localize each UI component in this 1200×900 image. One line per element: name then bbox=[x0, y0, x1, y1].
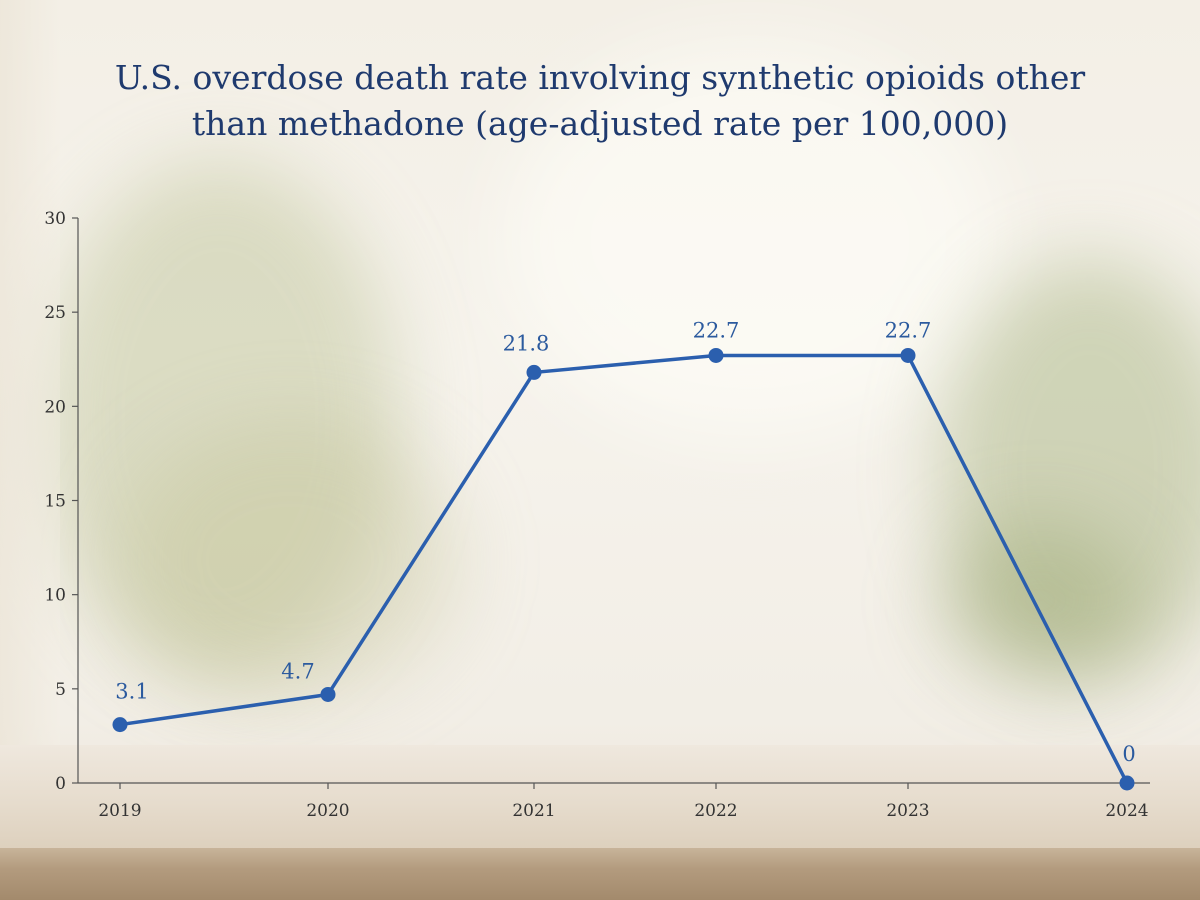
y-tick-label: 0 bbox=[55, 774, 66, 794]
table-edge bbox=[0, 848, 1200, 900]
y-tick-label: 25 bbox=[44, 303, 66, 323]
y-tick-label: 15 bbox=[44, 492, 66, 512]
y-tick-label: 5 bbox=[55, 680, 66, 700]
table-surface bbox=[0, 745, 1200, 850]
x-tick-label: 2022 bbox=[694, 801, 737, 821]
y-tick-label: 20 bbox=[44, 397, 66, 417]
data-point bbox=[1119, 775, 1135, 791]
y-tick-label: 30 bbox=[44, 209, 66, 229]
data-label: 3.1 bbox=[115, 680, 148, 704]
data-point bbox=[708, 347, 724, 363]
data-label: 21.8 bbox=[503, 331, 550, 355]
data-label: 4.7 bbox=[281, 659, 314, 683]
data-point bbox=[526, 364, 542, 380]
data-label: 22.7 bbox=[885, 318, 932, 342]
data-label: 22.7 bbox=[693, 318, 740, 342]
x-tick-label: 2024 bbox=[1105, 801, 1148, 821]
data-point bbox=[112, 717, 128, 733]
series-line bbox=[118, 353, 1129, 785]
x-tick-label: 2023 bbox=[886, 801, 929, 821]
data-point bbox=[900, 347, 916, 363]
y-tick-label: 10 bbox=[44, 586, 66, 606]
x-tick-label: 2021 bbox=[512, 801, 555, 821]
x-tick-label: 2019 bbox=[98, 801, 141, 821]
data-point bbox=[320, 686, 336, 702]
data-label: 0 bbox=[1122, 742, 1135, 766]
chart-title: U.S. overdose death rate involving synth… bbox=[114, 58, 1086, 143]
x-tick-label: 2020 bbox=[306, 801, 349, 821]
